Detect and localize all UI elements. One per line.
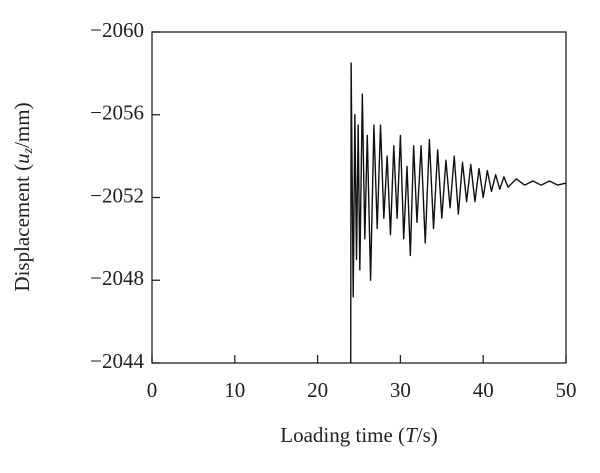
x-tick-label: 20 — [307, 378, 328, 402]
x-label-part: /s) — [417, 423, 438, 447]
y-label-part: u — [10, 153, 34, 164]
y-label-part: Displacement ( — [10, 164, 34, 292]
y-tick-label: −2048 — [90, 266, 144, 290]
x-axis-label: Loading time (T/s) — [280, 423, 438, 447]
x-tick-label: 0 — [147, 378, 158, 402]
y-tick-label: −2052 — [90, 183, 144, 207]
y-axis-label: Displacement (uz/mm) — [10, 102, 36, 291]
x-label-part: T — [405, 423, 418, 447]
y-label-part: z — [21, 147, 36, 154]
x-tick-label: 50 — [556, 378, 577, 402]
x-label-part: Loading time ( — [280, 423, 405, 447]
x-tick-label: 30 — [390, 378, 411, 402]
y-label-part: /mm) — [10, 102, 34, 148]
y-tick-label: −2056 — [90, 101, 144, 125]
x-tick-label: 40 — [473, 378, 494, 402]
data-line — [350, 62, 567, 364]
y-tick-label: −2044 — [90, 349, 144, 373]
x-tick-label: 10 — [224, 378, 245, 402]
y-tick-label: −2060 — [90, 18, 144, 42]
